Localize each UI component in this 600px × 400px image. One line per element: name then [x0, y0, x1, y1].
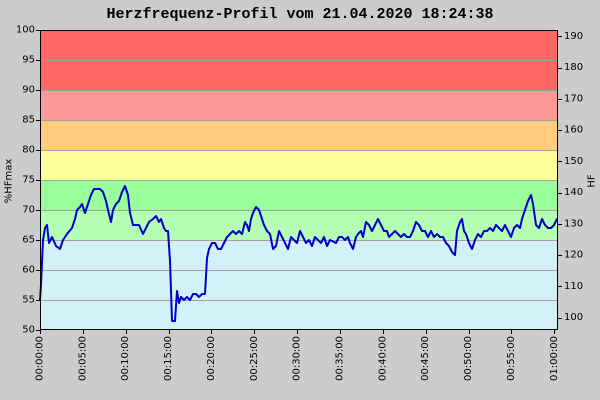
y2-tick-label: 180 [564, 62, 583, 73]
zone-band-80-85 [40, 120, 558, 150]
x-tick-label: 00:10:00 [120, 336, 131, 381]
y-tick-label: 90 [22, 85, 35, 96]
x-tick-label: 00:55:00 [506, 336, 517, 381]
heart-rate-line [39, 185, 558, 322]
x-tick-label: 00:50:00 [463, 336, 474, 381]
x-tick-label: 00:25:00 [249, 336, 260, 381]
y2-tick-label: 170 [564, 93, 583, 104]
x-tick-label: 00:15:00 [163, 336, 174, 381]
y-tick-label: 85 [22, 115, 35, 126]
y2-tick-label: 140 [564, 187, 583, 198]
y-tick-label: 75 [22, 175, 35, 186]
x-tick-label: 00:00:00 [35, 336, 46, 381]
y-tick-label: 80 [22, 145, 35, 156]
x-tick-label: 00:05:00 [77, 336, 88, 381]
y2-tick-label: 160 [564, 125, 583, 136]
y-tick-label: 95 [22, 55, 35, 66]
x-tick-label: 00:20:00 [206, 336, 217, 381]
y-tick-label: 70 [22, 205, 35, 216]
y-tick-label: 100 [16, 25, 35, 36]
y2-tick-label: 150 [564, 156, 583, 167]
y2-tick-label: 110 [564, 281, 583, 292]
zone-band-75-80 [40, 150, 558, 180]
y-tick-label: 50 [22, 325, 35, 336]
x-tick-label: 00:30:00 [292, 336, 303, 381]
zone-band-85-90 [40, 90, 558, 120]
y2-tick-label: 130 [564, 218, 583, 229]
y-tick-label: 55 [22, 295, 35, 306]
x-tick-label: 01:00:00 [549, 336, 560, 381]
zone-band-70-75 [40, 180, 558, 210]
chart-title: Herzfrequenz-Profil vom 21.04.2020 18:24… [106, 6, 493, 23]
x-tick-label: 00:40:00 [377, 336, 388, 381]
x-tick-label: 00:45:00 [420, 336, 431, 381]
y-axis-label: %HFmax [4, 159, 15, 204]
x-tick-label: 00:35:00 [335, 336, 346, 381]
y-tick-label: 60 [22, 265, 35, 276]
y2-tick-label: 120 [564, 250, 583, 261]
y2-tick-label: 100 [564, 312, 583, 323]
heart-rate-zones [40, 30, 558, 330]
zone-band-50-65 [40, 240, 558, 330]
horizontal-gridlines [40, 60, 558, 301]
y-tick-label: 65 [22, 235, 35, 246]
plot-frame [40, 30, 558, 330]
axes: 50 55 60 65 70 75 80 85 90 95 100 100 110 120 130 140 15… [16, 25, 583, 381]
y2-axis-label: HF [587, 174, 598, 188]
y2-tick-label: 190 [564, 31, 583, 42]
